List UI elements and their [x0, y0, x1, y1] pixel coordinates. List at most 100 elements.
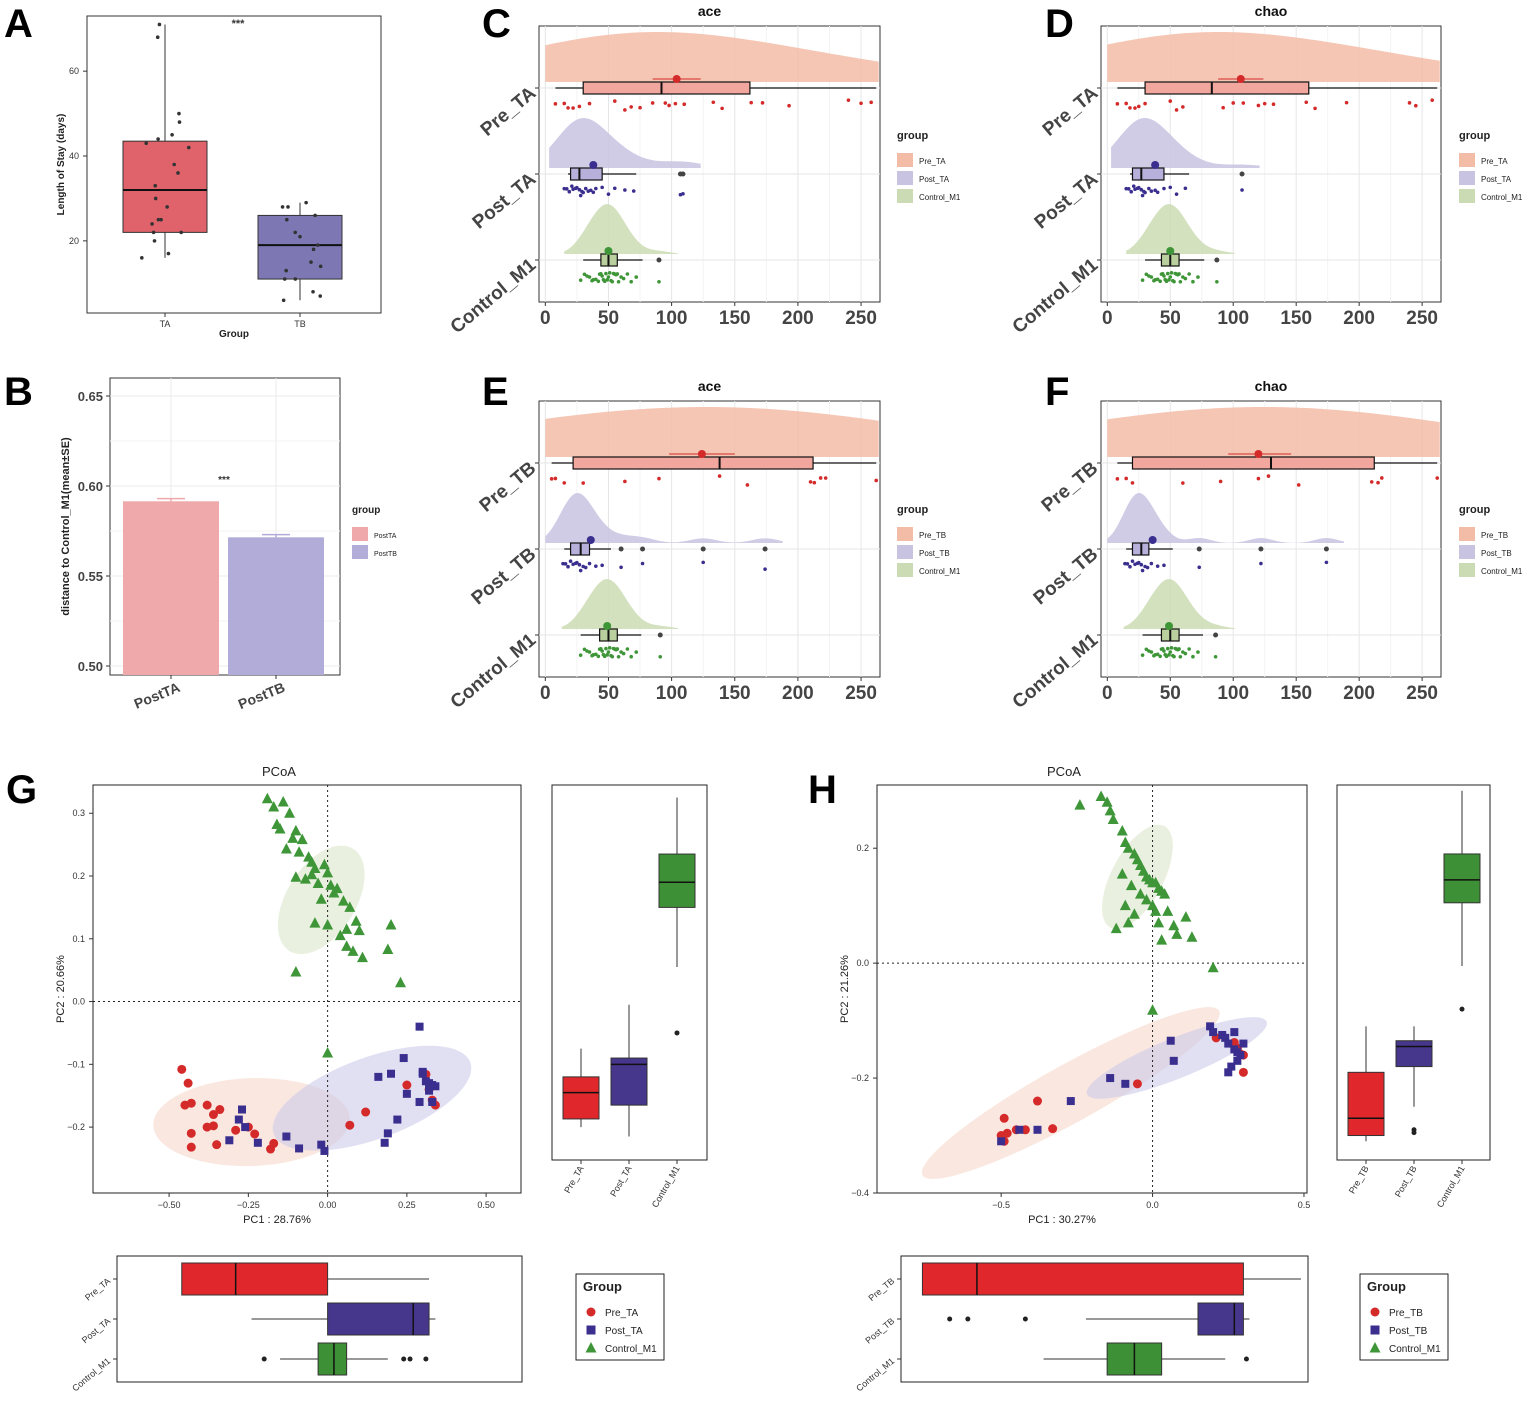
- scatter-point: [268, 800, 280, 812]
- density-cloud: [1111, 118, 1260, 168]
- scatter-point: [328, 886, 340, 898]
- rain-point: [1129, 189, 1134, 194]
- x-tick-label: 0.50: [477, 1200, 495, 1210]
- scatter-point: [290, 871, 302, 882]
- x-tick-label: PostTA: [132, 679, 182, 712]
- rain-point: [563, 562, 568, 566]
- legend-label: PostTA: [374, 533, 397, 540]
- scatter-point: [425, 1079, 434, 1088]
- scatter-point: [325, 879, 337, 890]
- mean-point: [604, 247, 613, 255]
- rain-point: [1133, 106, 1137, 110]
- y-tick-label: −0.2: [851, 1073, 869, 1083]
- scatter-point: [215, 1105, 225, 1115]
- scatter-point: [383, 1129, 392, 1138]
- rain-point: [1435, 476, 1440, 480]
- y-tick-label: 0.3: [72, 808, 85, 818]
- scatter-point: [997, 1137, 1006, 1146]
- scatter-point: [287, 832, 299, 843]
- chart-title: PCoA: [1047, 764, 1081, 779]
- rain-point: [616, 655, 621, 659]
- density-cloud: [1126, 204, 1235, 254]
- box: [569, 167, 603, 181]
- y-tick-label: 0.2: [856, 843, 869, 853]
- rain-point: [1131, 184, 1136, 188]
- rain-point: [578, 653, 583, 657]
- scatter-point: [183, 1078, 193, 1088]
- rain-point: [657, 476, 661, 481]
- legend-label: Post_TB: [1389, 1326, 1428, 1337]
- box: [1347, 1071, 1385, 1137]
- outlier: [1239, 171, 1245, 177]
- rain-point: [1324, 560, 1329, 565]
- x-tick-label: 200: [782, 308, 814, 329]
- x-tick-label: 0: [1102, 683, 1113, 704]
- x-tick-label: Control_M1: [1435, 1164, 1467, 1209]
- box: [317, 1342, 348, 1376]
- scatter-point: [399, 1054, 408, 1063]
- rain-point: [612, 186, 617, 191]
- rain-point: [1313, 106, 1317, 111]
- rain-point: [605, 278, 609, 282]
- rain-point: [1344, 100, 1349, 105]
- rain-point: [600, 185, 604, 190]
- x-axis-label: PC1 : 30.27%: [1028, 1214, 1096, 1226]
- rain-point: [621, 651, 626, 656]
- rain-point: [578, 278, 583, 282]
- y-tick-label: Control_M1: [447, 254, 541, 338]
- rain-point: [1140, 278, 1145, 282]
- scatter-point: [1125, 879, 1137, 891]
- rain-point: [570, 184, 574, 188]
- scatter-point: [418, 1069, 427, 1078]
- scatter-point: [1032, 1096, 1042, 1106]
- scatter-point: [186, 1142, 196, 1152]
- x-tick-label: 200: [1343, 683, 1375, 704]
- rain-point: [1167, 653, 1171, 657]
- scatter-point: [1048, 1124, 1058, 1134]
- rain-point: [1155, 652, 1160, 657]
- rain-point: [640, 561, 645, 566]
- rain-point: [621, 276, 626, 281]
- rain-point: [1169, 646, 1174, 650]
- rain-point: [650, 101, 655, 105]
- rain-point: [1240, 188, 1244, 192]
- x-axis-label: PC1 : 28.76%: [243, 1214, 311, 1226]
- scatter-point: [402, 1089, 411, 1098]
- rain-point: [625, 272, 630, 276]
- outlier: [680, 171, 686, 177]
- scatter-point: [395, 976, 407, 988]
- x-tick-label: 100: [656, 683, 688, 704]
- rain-point: [1181, 481, 1185, 485]
- rain-point: [1172, 279, 1176, 284]
- y-tick-label: Control_M1: [447, 629, 541, 713]
- rain-point: [604, 646, 608, 651]
- legend-key: [352, 545, 368, 559]
- rain-point: [823, 476, 828, 480]
- mean-point: [1148, 536, 1157, 544]
- scatter-point: [290, 966, 302, 977]
- scatter-point: [334, 929, 346, 941]
- rain-point: [1197, 565, 1202, 570]
- rain-point: [1162, 274, 1166, 278]
- y-tick-label: Post_TB: [468, 544, 541, 610]
- rain-point: [1231, 101, 1236, 105]
- scatter-point: [212, 1140, 222, 1150]
- rain-point: [1221, 105, 1225, 110]
- rain-point: [1304, 100, 1309, 105]
- rain-point: [1115, 102, 1120, 106]
- box: [1443, 853, 1481, 904]
- density-cloud: [561, 579, 678, 629]
- y-axis-label: Length of Stay (days): [56, 114, 67, 216]
- rain-point: [1136, 104, 1141, 109]
- chart-title: PCoA: [262, 764, 296, 779]
- scatter-point: [317, 1140, 326, 1149]
- scatter-point: [1209, 1028, 1218, 1037]
- data-point: [159, 217, 163, 222]
- rain-point: [582, 272, 587, 277]
- rain-point: [568, 559, 573, 563]
- significance-label: ***: [232, 18, 246, 30]
- rain-point: [658, 654, 663, 659]
- legend-key: [897, 563, 913, 577]
- rain-point: [631, 189, 636, 193]
- x-tick-label: TA: [160, 319, 171, 329]
